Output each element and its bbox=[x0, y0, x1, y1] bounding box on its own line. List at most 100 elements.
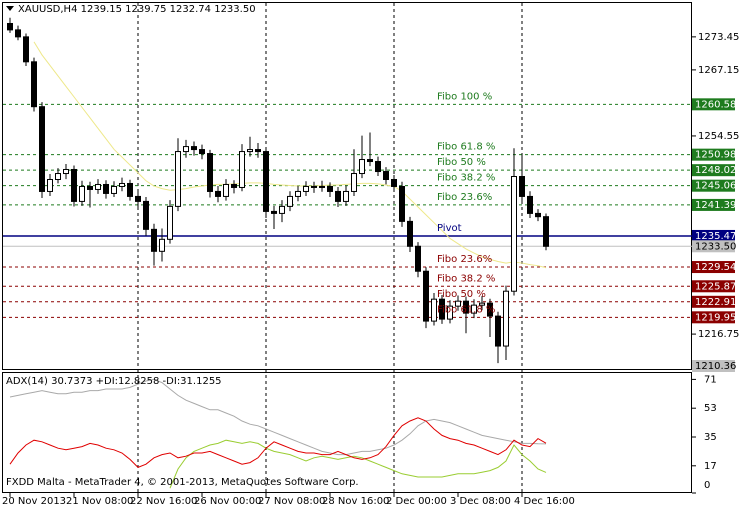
candle-body bbox=[127, 182, 133, 197]
candle-body bbox=[167, 205, 173, 240]
candle-body bbox=[383, 171, 389, 180]
candle-body bbox=[135, 195, 141, 202]
candle-body bbox=[439, 298, 445, 320]
level-label: Fibo 23.6% bbox=[437, 254, 492, 265]
line-series bbox=[9, 378, 547, 456]
price-box-label: 1250.98 bbox=[695, 150, 736, 161]
candle-body bbox=[471, 304, 477, 314]
level-label: Fibo 50 % bbox=[437, 289, 486, 300]
candle-body bbox=[335, 190, 341, 202]
price-box bbox=[692, 179, 735, 192]
y-tick-label: 53 bbox=[704, 403, 717, 414]
candle-body bbox=[375, 161, 381, 173]
candle-body bbox=[391, 178, 397, 187]
price-box bbox=[692, 311, 735, 324]
candle-body bbox=[279, 205, 285, 214]
price-box bbox=[692, 295, 735, 308]
candle-body bbox=[95, 183, 101, 190]
chart-title: XAUUSD,H4 1239.15 1239.75 1232.74 1233.5… bbox=[18, 4, 256, 15]
candle-body bbox=[87, 185, 93, 190]
price-box-label: 1241.39 bbox=[695, 200, 736, 211]
candle-body bbox=[71, 168, 77, 202]
candle-body bbox=[319, 185, 325, 188]
candle-body bbox=[103, 183, 109, 194]
price-box bbox=[692, 98, 735, 111]
price-box-label: 1245.06 bbox=[695, 181, 736, 192]
candle-body bbox=[199, 149, 205, 155]
level-label: Pivot bbox=[437, 223, 462, 234]
candle-body bbox=[447, 305, 453, 320]
candle-body bbox=[63, 168, 69, 175]
candle-body bbox=[55, 173, 61, 180]
price-box bbox=[692, 148, 735, 161]
price-box-label: 1229.54 bbox=[695, 262, 736, 273]
price-box bbox=[692, 164, 735, 177]
candle-body bbox=[239, 151, 245, 188]
x-tick-label: 21 Nov 08:00 bbox=[66, 496, 133, 507]
y-tick-label: 1267.15 bbox=[698, 65, 739, 76]
candle-body bbox=[351, 173, 357, 192]
candle-body bbox=[191, 146, 197, 151]
candle-body bbox=[255, 149, 261, 153]
candle-body bbox=[359, 159, 365, 175]
y-tick-label: 35 bbox=[704, 432, 717, 443]
candle-body bbox=[159, 238, 165, 252]
candle-body bbox=[367, 159, 373, 163]
price-box bbox=[692, 198, 735, 211]
x-tick-label: 2 Dec 00:00 bbox=[386, 496, 447, 507]
candle-body bbox=[327, 185, 333, 192]
candle-body bbox=[495, 315, 501, 347]
line-series bbox=[33, 41, 547, 269]
x-tick-label: 27 Nov 08:00 bbox=[258, 496, 325, 507]
candle-body bbox=[303, 185, 309, 192]
candle-body bbox=[407, 220, 413, 247]
x-tick-label: 28 Nov 16:00 bbox=[322, 496, 389, 507]
y-tick-label: 1216.75 bbox=[698, 329, 739, 340]
candle-body bbox=[423, 270, 429, 322]
x-tick-label: 20 Nov 2013 bbox=[2, 496, 66, 507]
candle-body bbox=[215, 190, 221, 197]
indicator-panel bbox=[2, 372, 692, 493]
line-series bbox=[9, 417, 547, 468]
footer: FXDD Malta - MetaTrader 4, © 2001-2013, … bbox=[6, 477, 359, 488]
y-tick-label: 0 bbox=[704, 480, 710, 491]
candle-body bbox=[287, 195, 293, 207]
price-box-label: 1235.47 bbox=[695, 231, 736, 242]
candle-body bbox=[183, 146, 189, 153]
price-box bbox=[692, 261, 735, 274]
price-box-label: 1219.95 bbox=[695, 312, 736, 323]
candle-body bbox=[223, 183, 229, 197]
x-tick-label: 3 Dec 08:00 bbox=[450, 496, 511, 507]
candle-body bbox=[399, 185, 405, 222]
candle-body bbox=[311, 185, 317, 188]
price-box-label: 1222.91 bbox=[695, 297, 736, 308]
level-label: Fibo 61.8 % bbox=[437, 142, 495, 153]
candle-body bbox=[535, 212, 541, 218]
candle-body bbox=[47, 178, 53, 192]
level-label: Fibo 50 % bbox=[437, 157, 486, 168]
candle-body bbox=[23, 36, 29, 63]
candle-body bbox=[463, 300, 469, 314]
price-box bbox=[692, 280, 735, 293]
y-tick-label: 17 bbox=[704, 461, 717, 472]
candle-body bbox=[231, 183, 237, 188]
level-label: Fibo 61.8 % bbox=[437, 304, 495, 315]
candle-body bbox=[79, 185, 85, 202]
candle-body bbox=[119, 182, 125, 187]
candle-body bbox=[343, 190, 349, 202]
candle-body bbox=[7, 22, 13, 31]
candle-body bbox=[31, 61, 37, 108]
level-label: Fibo 23.6% bbox=[437, 192, 492, 203]
indicator-title: ADX(14) 30.7373 +DI:12.8258 -DI:31.1255 bbox=[6, 376, 222, 387]
candle-body bbox=[175, 151, 181, 207]
candle-body bbox=[543, 216, 549, 247]
x-tick-label: 22 Nov 16:00 bbox=[130, 496, 197, 507]
candle-body bbox=[15, 29, 21, 38]
candle-body bbox=[455, 300, 461, 307]
y-tick-label: 1273.45 bbox=[698, 32, 739, 43]
candle-body bbox=[111, 185, 117, 194]
y-tick-label: 1254.55 bbox=[698, 131, 739, 142]
level-label: Fibo 38.2 % bbox=[437, 173, 495, 184]
candle-body bbox=[295, 190, 301, 197]
